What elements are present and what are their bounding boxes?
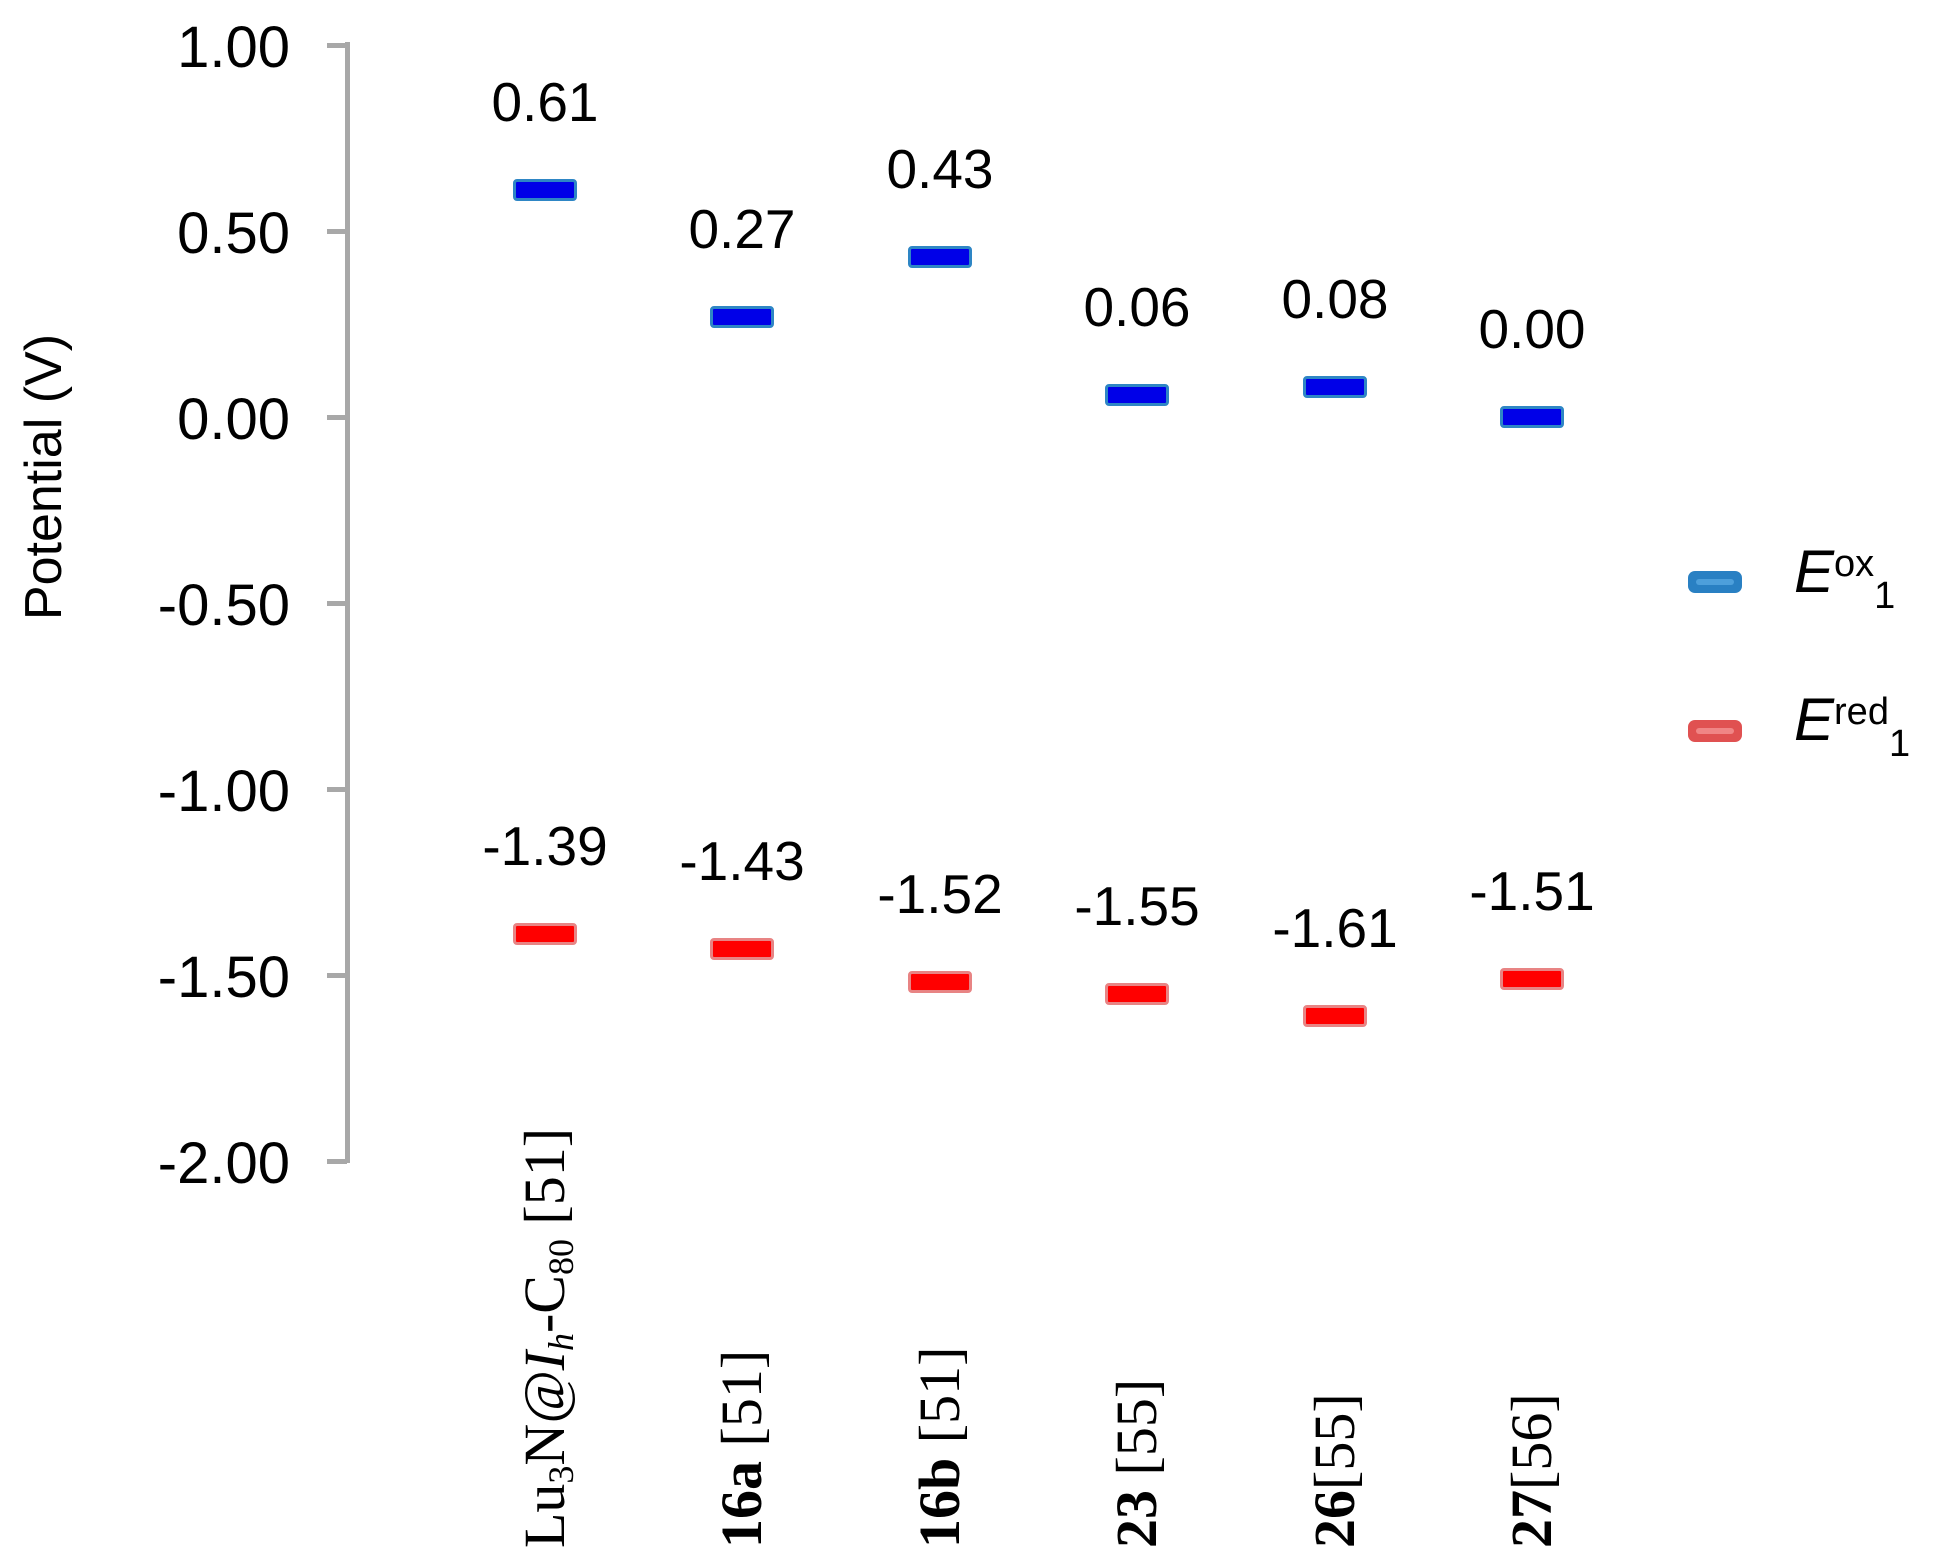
category-label-1: 16a [51] [709, 1018, 774, 1548]
data-label-Ered1-3: -1.55 [1074, 874, 1200, 937]
legend-label-fragment: E [1794, 538, 1835, 605]
marker-Eox1-5 [1500, 406, 1564, 428]
label-fragment: 80 [540, 1239, 581, 1276]
legend-key-stripe [1696, 728, 1734, 734]
marker-Ered1-0 [513, 923, 577, 946]
label-fragment: [56] [1499, 1393, 1564, 1490]
category-label-2: 16b [51] [907, 1018, 972, 1548]
label-fragment: h [540, 1333, 581, 1351]
y-tick [327, 415, 347, 420]
marker-Ered1-5 [1500, 967, 1564, 990]
legend-label-fragment: 1 [1874, 575, 1896, 617]
label-fragment: -C [512, 1275, 577, 1334]
y-tick-label: -2.00 [157, 1131, 290, 1196]
data-label-Eox1-0: 0.61 [491, 71, 599, 134]
label-fragment: Lu [512, 1483, 577, 1548]
y-tick-label: 1.00 [177, 15, 290, 80]
legend-label-Eox1: Eox1 [1794, 542, 1895, 618]
y-tick-label: -1.00 [157, 759, 290, 824]
marker-Ered1-4 [1303, 1004, 1367, 1027]
y-tick [327, 229, 347, 234]
marker-Ered1-3 [1105, 982, 1169, 1005]
legend-key-Eox1 [1688, 571, 1742, 593]
y-tick [327, 601, 347, 606]
data-label-Ered1-2: -1.52 [877, 863, 1003, 926]
label-fragment: @ [512, 1370, 577, 1424]
legend-key-Ered1 [1688, 720, 1742, 742]
marker-Eox1-4 [1303, 376, 1367, 399]
legend-key-stripe [1696, 579, 1734, 585]
y-tick-label: 0.50 [177, 201, 290, 266]
label-fragment: 16b [907, 1457, 972, 1548]
legend-label-fragment: ox [1834, 543, 1875, 585]
marker-Eox1-1 [710, 305, 774, 328]
label-fragment: 26 [1302, 1490, 1367, 1548]
y-tick [327, 787, 347, 792]
y-tick-label: 0.00 [177, 387, 290, 452]
label-fragment: N [512, 1423, 577, 1466]
category-label-5: 27[56] [1499, 1018, 1564, 1548]
marker-Eox1-0 [513, 179, 577, 202]
label-fragment: [51] [512, 1127, 577, 1240]
category-label-4: 26[55] [1302, 1018, 1367, 1548]
y-tick [327, 973, 347, 978]
label-fragment: [51] [907, 1346, 972, 1458]
label-fragment: [55] [1104, 1378, 1169, 1490]
legend-label-Ered1: Ered1 [1794, 690, 1910, 766]
marker-Ered1-1 [710, 937, 774, 960]
data-label-Eox1-5: 0.00 [1478, 298, 1586, 360]
data-label-Eox1-3: 0.06 [1083, 275, 1191, 338]
legend-label-fragment: E [1794, 686, 1835, 753]
marker-Ered1-2 [908, 971, 972, 994]
marker-Eox1-2 [908, 246, 972, 269]
marker-Eox1-3 [1105, 383, 1169, 406]
legend-label-fragment: 1 [1888, 723, 1911, 765]
label-fragment: 27 [1499, 1490, 1564, 1548]
label-fragment: I [512, 1351, 577, 1371]
data-label-Eox1-4: 0.08 [1281, 268, 1389, 331]
legend-label-fragment: red [1834, 691, 1889, 733]
y-tick [327, 1159, 347, 1164]
data-label-Eox1-2: 0.43 [886, 138, 994, 201]
y-tick-label: -0.50 [157, 573, 290, 638]
category-label-3: 23 [55] [1104, 1018, 1169, 1548]
data-label-Ered1-4: -1.61 [1272, 896, 1398, 959]
y-tick-label: -1.50 [157, 945, 290, 1010]
label-fragment: [51] [709, 1349, 774, 1461]
label-fragment: 16a [709, 1461, 774, 1548]
data-label-Ered1-0: -1.39 [482, 815, 608, 878]
label-fragment: 3 [540, 1465, 581, 1484]
y-axis-line [345, 42, 350, 1163]
label-fragment: 23 [1104, 1490, 1169, 1548]
y-tick [327, 43, 347, 48]
category-label-0: Lu3N@Ih-C80 [51] [512, 1018, 581, 1548]
label-fragment: [55] [1302, 1393, 1367, 1490]
data-label-Ered1-1: -1.43 [679, 829, 805, 892]
data-label-Ered1-5: -1.51 [1469, 859, 1595, 922]
data-label-Eox1-1: 0.27 [688, 197, 796, 260]
